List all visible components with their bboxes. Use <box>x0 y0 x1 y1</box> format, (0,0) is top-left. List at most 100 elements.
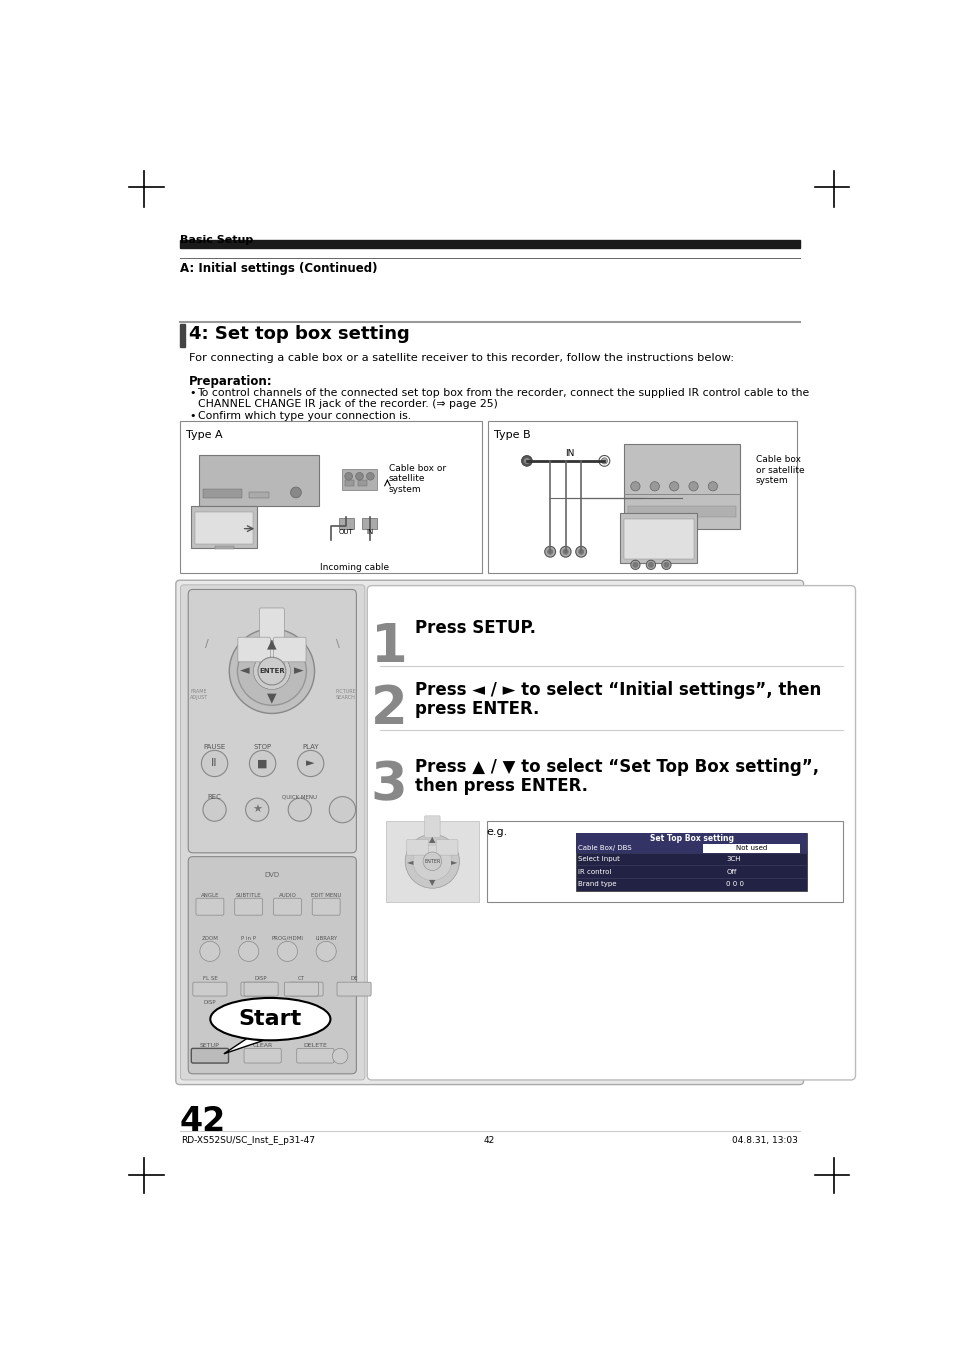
FancyBboxPatch shape <box>244 982 278 996</box>
Text: ◄: ◄ <box>240 665 250 678</box>
Text: Cable Box/ DBS: Cable Box/ DBS <box>578 846 631 851</box>
Bar <box>623 519 693 559</box>
Bar <box>702 843 800 852</box>
Wedge shape <box>237 638 306 705</box>
Text: IR control: IR control <box>578 869 611 874</box>
FancyBboxPatch shape <box>274 898 301 915</box>
Circle shape <box>201 750 228 777</box>
Text: ANGLE: ANGLE <box>200 893 219 898</box>
Text: Cable box
or satellite
system: Cable box or satellite system <box>755 455 803 485</box>
FancyBboxPatch shape <box>241 982 274 996</box>
Wedge shape <box>237 638 306 705</box>
Circle shape <box>405 835 459 888</box>
Text: Cable box or
satellite
system: Cable box or satellite system <box>389 463 446 493</box>
Text: AUDIO: AUDIO <box>278 893 296 898</box>
Bar <box>203 489 241 497</box>
Bar <box>338 517 354 528</box>
FancyBboxPatch shape <box>424 816 439 838</box>
Text: CLEAR: CLEAR <box>253 1043 273 1048</box>
Circle shape <box>559 546 571 557</box>
Bar <box>214 546 233 550</box>
Text: ENTER: ENTER <box>424 859 440 863</box>
Circle shape <box>245 798 269 821</box>
Circle shape <box>521 455 532 466</box>
FancyBboxPatch shape <box>192 1048 229 1063</box>
FancyBboxPatch shape <box>274 638 306 662</box>
FancyBboxPatch shape <box>237 638 270 662</box>
Circle shape <box>630 482 639 490</box>
Text: ★: ★ <box>252 805 262 815</box>
Circle shape <box>524 458 529 463</box>
Circle shape <box>649 482 659 490</box>
Text: RD-XS52SU/SC_Inst_E_p31-47: RD-XS52SU/SC_Inst_E_p31-47 <box>181 1136 314 1146</box>
Circle shape <box>236 636 307 705</box>
Text: ◄: ◄ <box>407 857 414 866</box>
Text: ▼: ▼ <box>429 878 436 888</box>
Circle shape <box>544 546 555 557</box>
Text: 04.8.31, 13:03: 04.8.31, 13:03 <box>732 1136 798 1146</box>
FancyBboxPatch shape <box>193 982 227 996</box>
Text: ►: ► <box>306 758 314 769</box>
Bar <box>179 324 185 347</box>
Bar <box>623 444 740 528</box>
Text: SETUP: SETUP <box>200 1043 219 1048</box>
Circle shape <box>669 482 679 490</box>
Bar <box>344 480 354 486</box>
Circle shape <box>291 488 301 497</box>
Text: PLAY: PLAY <box>302 744 318 750</box>
Text: 0 0 0: 0 0 0 <box>725 881 743 888</box>
Text: ►: ► <box>451 857 456 866</box>
Circle shape <box>288 798 311 821</box>
Text: 3CH: 3CH <box>725 857 740 862</box>
Bar <box>575 832 806 890</box>
Circle shape <box>630 561 639 570</box>
Text: ►: ► <box>294 665 304 678</box>
Text: DE: DE <box>350 977 357 981</box>
Bar <box>179 240 799 249</box>
FancyBboxPatch shape <box>406 840 428 855</box>
FancyBboxPatch shape <box>188 857 356 1074</box>
FancyBboxPatch shape <box>367 585 855 1079</box>
Bar <box>199 455 319 505</box>
Circle shape <box>547 550 552 554</box>
Text: ▲: ▲ <box>267 638 276 651</box>
Text: Select Input: Select Input <box>578 857 619 862</box>
Text: SUBTITLE: SUBTITLE <box>235 893 261 898</box>
Text: P in P: P in P <box>241 936 256 940</box>
FancyBboxPatch shape <box>180 585 365 1079</box>
Text: e.g.: e.g. <box>486 827 507 838</box>
Circle shape <box>329 797 355 823</box>
Text: Press ◄ / ► to select “Initial settings”, then: Press ◄ / ► to select “Initial settings”… <box>415 681 820 698</box>
Text: 3: 3 <box>370 759 407 812</box>
Text: IN: IN <box>366 530 373 535</box>
Text: REC: REC <box>208 794 221 800</box>
Circle shape <box>257 657 286 685</box>
Circle shape <box>633 562 637 567</box>
Bar <box>385 821 478 902</box>
Circle shape <box>297 750 323 777</box>
FancyBboxPatch shape <box>284 982 318 996</box>
Bar <box>627 505 736 517</box>
Circle shape <box>562 550 567 554</box>
Wedge shape <box>237 638 306 705</box>
Text: OUT: OUT <box>338 530 354 535</box>
Circle shape <box>332 1048 348 1063</box>
Text: CHANNEL CHANGE IR jack of the recorder. (⇒ page 25): CHANNEL CHANGE IR jack of the recorder. … <box>197 400 497 409</box>
Text: For connecting a cable box or a satellite receiver to this recorder, follow the : For connecting a cable box or a satellit… <box>189 353 734 363</box>
FancyBboxPatch shape <box>296 1048 334 1063</box>
Circle shape <box>355 473 363 480</box>
Bar <box>199 471 319 486</box>
Text: /: / <box>205 639 209 648</box>
Text: Incoming cable: Incoming cable <box>319 563 388 573</box>
Circle shape <box>707 482 717 490</box>
Text: Confirm which type your connection is.: Confirm which type your connection is. <box>197 411 410 420</box>
Circle shape <box>578 550 583 554</box>
Bar <box>179 422 481 573</box>
Text: DVD: DVD <box>264 873 279 878</box>
Circle shape <box>199 942 220 962</box>
Text: PICTURE
SEARCH: PICTURE SEARCH <box>335 689 355 700</box>
Bar <box>486 821 842 902</box>
Text: Basic Setup: Basic Setup <box>179 235 253 246</box>
Text: DELETE: DELETE <box>303 1043 327 1048</box>
Circle shape <box>600 458 607 463</box>
